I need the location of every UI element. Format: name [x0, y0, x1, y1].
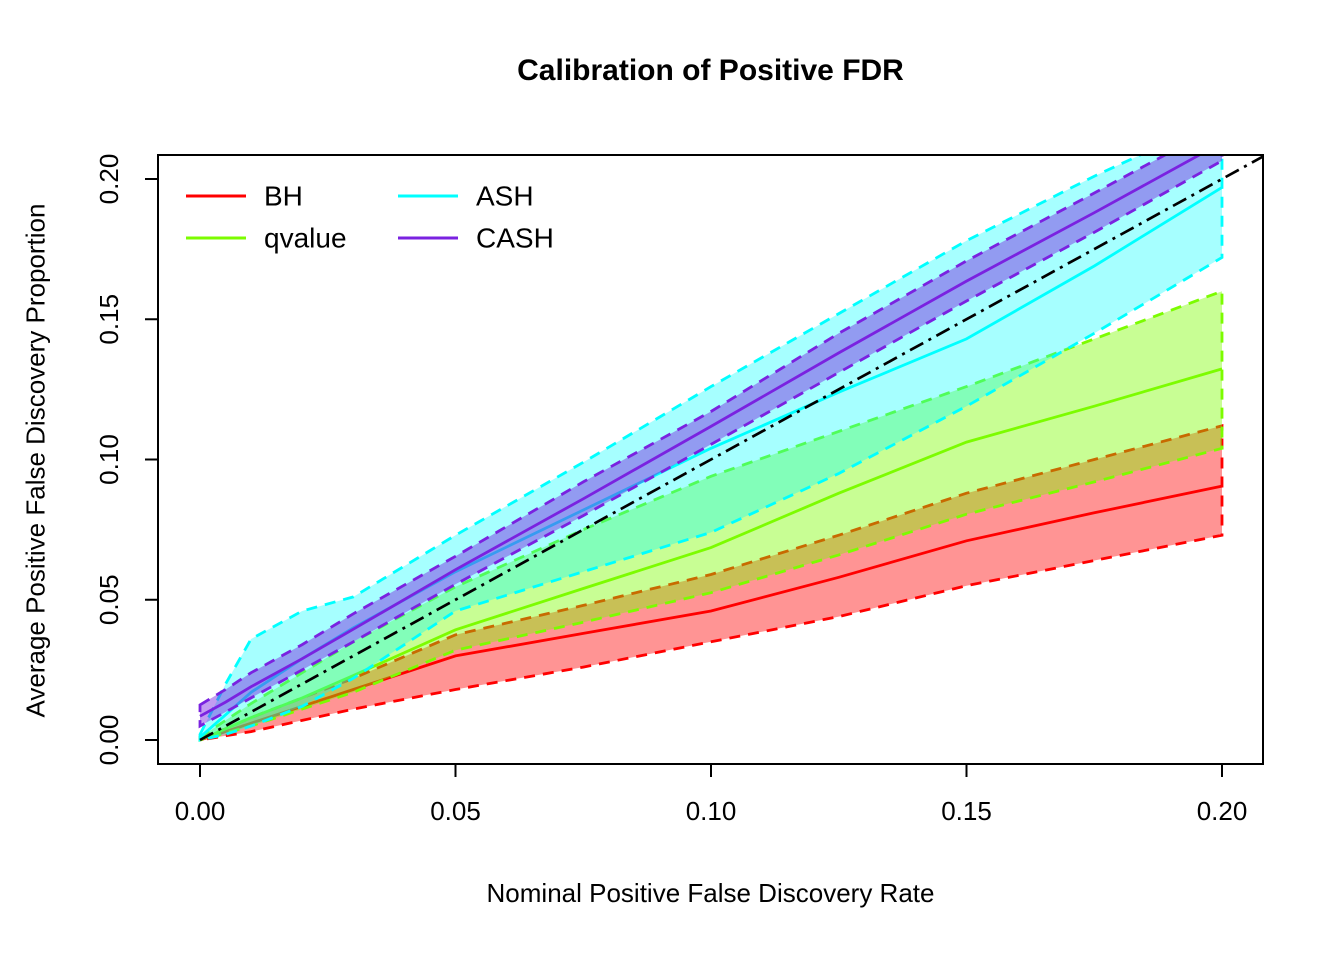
plot-area [198, 155, 1263, 742]
legend-entry-cash: CASH [398, 223, 554, 254]
x-axis-label: Nominal Positive False Discovery Rate [486, 878, 935, 908]
legend-entry-bh: BH [186, 181, 303, 212]
series-bh [198, 423, 1224, 742]
x-tick-label: 0.00 [175, 796, 226, 826]
reference-diagonal-line [199, 155, 1263, 742]
center-line-ash [199, 186, 1223, 739]
x-axis: 0.00 0.05 0.10 0.15 0.20 [175, 764, 1248, 826]
x-tick-label: 0.15 [941, 796, 992, 826]
y-tick-label: 0.10 [94, 434, 124, 485]
legend-entry-ash: ASH [398, 181, 534, 212]
x-tick-label: 0.10 [686, 796, 737, 826]
chart-title: Calibration of Positive FDR [517, 54, 904, 87]
y-tick-label: 0.15 [94, 294, 124, 345]
y-tick-label: 0.00 [94, 715, 124, 766]
legend-label: BH [264, 181, 303, 212]
center-line-qvalue [199, 367, 1223, 742]
x-tick-label: 0.05 [430, 796, 481, 826]
legend-label: CASH [476, 223, 554, 254]
legend: BH qvalue ASH CASH [186, 181, 554, 254]
y-tick-label: 0.20 [94, 154, 124, 205]
legend-label: ASH [476, 181, 534, 212]
y-axis-label: Average Positive False Discovery Proport… [20, 203, 51, 718]
center-line-bh [199, 484, 1223, 742]
legend-entry-qvalue: qvalue [186, 223, 347, 254]
y-axis: 0.00 0.05 0.10 0.15 0.20 [94, 154, 158, 766]
legend-label: qvalue [264, 223, 347, 254]
band-cash [198, 155, 1224, 729]
y-tick-label: 0.05 [94, 574, 124, 625]
band-bh [198, 423, 1224, 742]
x-tick-label: 0.20 [1197, 796, 1248, 826]
center-line-cash [199, 155, 1203, 718]
series-cash [198, 155, 1224, 729]
